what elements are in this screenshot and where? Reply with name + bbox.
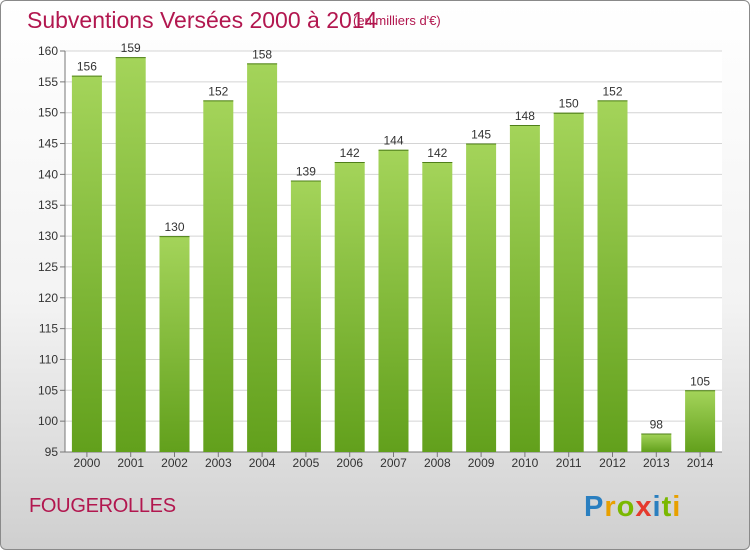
data-label: 130 (164, 220, 184, 234)
y-tick-label: 110 (39, 352, 58, 366)
data-label: 142 (427, 146, 447, 160)
data-label: 150 (559, 97, 579, 111)
data-label: 98 (650, 417, 664, 431)
bar (71, 75, 102, 452)
data-label: 152 (602, 84, 622, 98)
data-label: 142 (340, 146, 360, 160)
y-tick-label: 140 (38, 167, 58, 181)
x-tick-label: 2001 (117, 456, 144, 470)
x-tick-label: 2005 (293, 456, 320, 470)
bar (466, 143, 497, 453)
bar (203, 100, 234, 452)
data-label: 152 (208, 84, 228, 98)
y-tick-label: 95 (45, 445, 59, 459)
data-label: 148 (515, 109, 535, 123)
y-tick-label: 145 (38, 137, 58, 151)
y-tick-label: 125 (38, 260, 58, 274)
y-tick-label: 150 (38, 106, 58, 120)
x-tick-label: 2003 (205, 456, 232, 470)
bar (509, 125, 540, 453)
y-tick-label: 135 (38, 198, 58, 212)
bar (290, 180, 321, 453)
commune-name: FOUGEROLLES (29, 495, 176, 517)
x-tick-label: 2010 (512, 456, 539, 470)
bar (378, 149, 409, 452)
bar (247, 63, 278, 452)
x-tick-label: 2009 (468, 456, 495, 470)
data-label: 158 (252, 47, 272, 61)
y-tick-label: 100 (38, 414, 58, 428)
x-tick-label: 2011 (556, 456, 582, 470)
bar (553, 112, 584, 452)
data-label: 159 (121, 41, 141, 55)
y-tick-label: 160 (38, 44, 58, 58)
chart-title: Subventions Versées 2000 à 2014 (27, 7, 378, 33)
x-tick-label: 2014 (687, 456, 714, 470)
x-tick-label: 2007 (380, 456, 407, 470)
x-tick-label: 2000 (74, 456, 101, 470)
data-label: 105 (690, 374, 710, 388)
bar (641, 433, 672, 452)
bar (159, 236, 190, 452)
x-tick-label: 2008 (424, 456, 451, 470)
bar (334, 162, 365, 453)
y-tick-label: 155 (38, 75, 58, 89)
y-tick-label: 105 (38, 383, 58, 397)
x-tick-label: 2012 (599, 456, 626, 470)
proxiti-logo: Proxiti (584, 491, 681, 523)
y-tick-label: 115 (39, 322, 58, 336)
y-tick-label: 130 (38, 229, 58, 243)
data-label: 156 (77, 60, 97, 74)
chart-unit-note: (en milliers d'€) (353, 13, 441, 28)
y-tick-label: 120 (38, 291, 58, 305)
bar (685, 390, 716, 452)
data-label: 144 (383, 134, 403, 148)
data-label: 145 (471, 128, 491, 142)
bar (597, 100, 628, 452)
x-tick-label: 2004 (249, 456, 276, 470)
data-label: 139 (296, 165, 316, 179)
x-tick-label: 2006 (336, 456, 363, 470)
x-tick-label: 2013 (643, 456, 670, 470)
svg-text:Proxiti: Proxiti (584, 491, 681, 523)
x-tick-label: 2002 (161, 456, 188, 470)
bar (115, 57, 146, 453)
bar (422, 162, 453, 453)
